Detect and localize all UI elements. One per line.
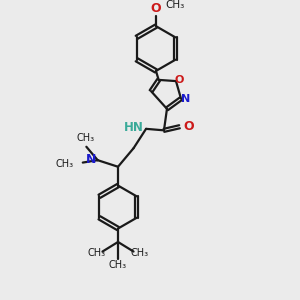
Text: CH₃: CH₃ xyxy=(55,159,73,169)
Text: CH₃: CH₃ xyxy=(76,133,94,143)
Text: N: N xyxy=(181,94,190,103)
Text: O: O xyxy=(183,120,194,133)
Text: O: O xyxy=(175,75,184,85)
Text: HN: HN xyxy=(124,121,144,134)
Text: O: O xyxy=(151,2,161,15)
Text: CH₃: CH₃ xyxy=(87,248,106,258)
Text: N: N xyxy=(86,153,97,166)
Text: CH₃: CH₃ xyxy=(166,0,185,10)
Text: CH₃: CH₃ xyxy=(130,248,148,258)
Text: CH₃: CH₃ xyxy=(109,260,127,270)
